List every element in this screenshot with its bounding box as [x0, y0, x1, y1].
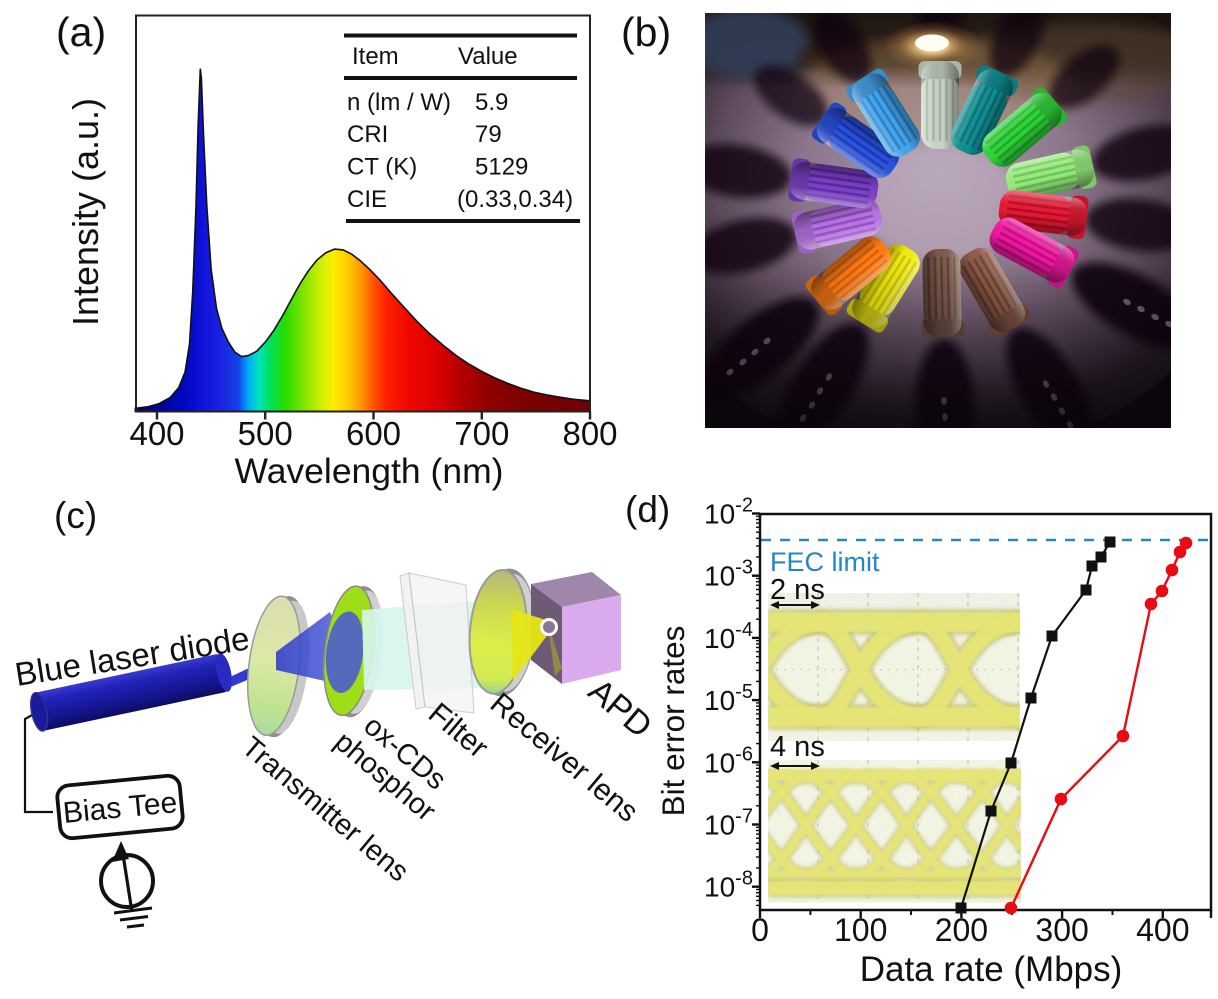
svg-text:CIE: CIE — [347, 186, 387, 213]
svg-text:Item: Item — [352, 43, 399, 70]
svg-text:2 ns: 2 ns — [770, 574, 825, 606]
svg-text:5129: 5129 — [475, 154, 528, 181]
svg-text:(b): (b) — [621, 9, 671, 55]
svg-text:(a): (a) — [56, 9, 106, 55]
svg-text:600: 600 — [346, 415, 401, 452]
svg-text:Value: Value — [458, 43, 518, 70]
svg-text:FEC limit: FEC limit — [770, 547, 880, 577]
svg-text:79: 79 — [475, 121, 502, 148]
svg-text:n (lm / W): n (lm / W) — [347, 89, 451, 116]
svg-text:5.9: 5.9 — [475, 89, 508, 116]
svg-text:400: 400 — [129, 415, 184, 452]
svg-text:700: 700 — [454, 415, 509, 452]
svg-text:Bit error rates: Bit error rates — [655, 626, 691, 817]
svg-text:10-7: 10-7 — [704, 806, 753, 841]
svg-text:CT (K): CT (K) — [347, 154, 417, 181]
svg-text:(d): (d) — [625, 489, 670, 530]
svg-text:500: 500 — [238, 415, 293, 452]
svg-text:(0.33,0.34): (0.33,0.34) — [457, 186, 573, 213]
svg-text:Data rate (Mbps): Data rate (Mbps) — [860, 950, 1123, 989]
svg-text:Wavelength (nm): Wavelength (nm) — [235, 451, 504, 491]
svg-text:Intensity (a.u.): Intensity (a.u.) — [65, 98, 106, 326]
svg-text:0: 0 — [751, 912, 769, 948]
svg-text:10-4: 10-4 — [704, 619, 753, 654]
svg-text:800: 800 — [562, 415, 617, 452]
svg-text:CRI: CRI — [347, 121, 388, 148]
svg-text:10-8: 10-8 — [704, 868, 753, 903]
svg-text:4 ns: 4 ns — [770, 731, 825, 763]
svg-text:(c): (c) — [54, 495, 97, 536]
